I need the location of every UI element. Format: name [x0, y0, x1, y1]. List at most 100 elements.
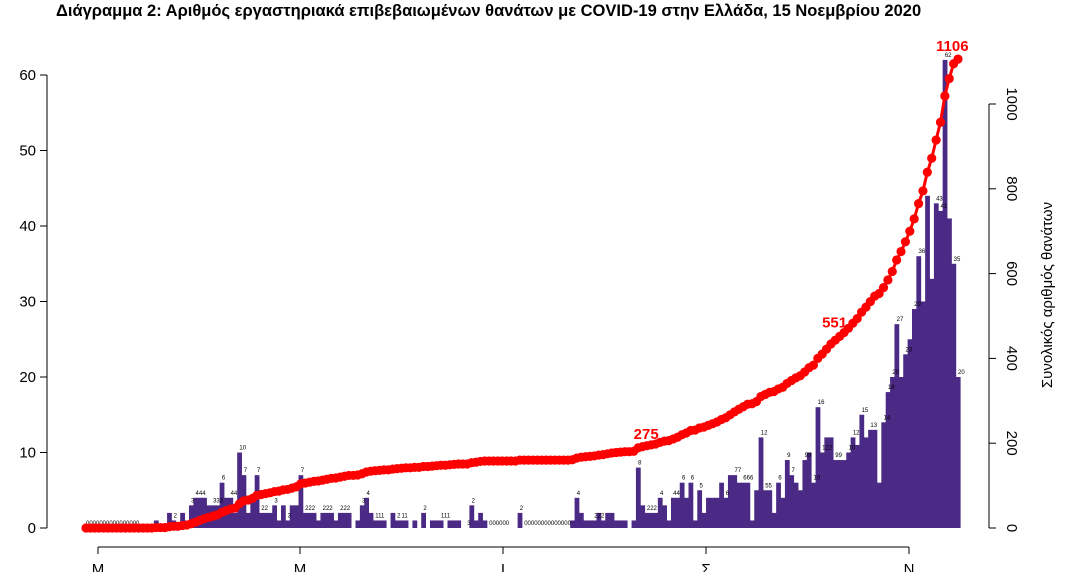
bar-value-label: 000000: [489, 521, 510, 527]
bar: [180, 512, 185, 528]
bar: [447, 520, 453, 528]
bar: [841, 460, 847, 528]
bar-value-label: 15: [862, 408, 869, 414]
bar: [596, 512, 602, 528]
bar: [859, 414, 865, 528]
bar: [403, 520, 409, 528]
bar: [802, 460, 808, 528]
bar: [517, 512, 523, 528]
bar: [456, 520, 462, 528]
bar-value-label: 13: [870, 423, 877, 429]
bar: [701, 512, 707, 528]
bar: [710, 497, 716, 528]
bar-value-label: 8: [638, 461, 642, 467]
bar: [666, 520, 672, 528]
bar-value-label: 10: [848, 446, 855, 452]
bar: [298, 475, 304, 528]
bar: [412, 520, 418, 528]
left-axis-tick-label: 30: [19, 294, 36, 311]
bar: [868, 429, 873, 528]
bar: [346, 512, 352, 528]
bar: [719, 482, 724, 528]
bar: [377, 520, 383, 528]
bar: [368, 512, 374, 528]
bar-value-label: 43: [936, 196, 943, 202]
bottom-axis-tick-label: Μ: [92, 561, 105, 572]
bar-value-label: 12: [761, 430, 768, 436]
bar: [903, 354, 909, 528]
bar: [333, 520, 339, 528]
bar: [232, 512, 238, 528]
cumulative-deaths-points: [81, 54, 963, 533]
bar: [741, 482, 746, 528]
bar-value-label: 3: [191, 498, 195, 504]
bar: [272, 505, 278, 528]
annotations: 275 551 1106: [634, 38, 969, 443]
bar: [438, 520, 444, 528]
bar: [732, 475, 738, 528]
bar: [618, 520, 624, 528]
bar-value-label: 23: [905, 347, 912, 353]
bar: [245, 512, 251, 528]
bar: [578, 512, 584, 528]
bar: [657, 497, 663, 528]
bar: [614, 520, 619, 528]
bar-value-label: 222: [647, 506, 658, 512]
cumulative-annotation: 551: [822, 315, 847, 332]
bar-value-label: 3: [274, 498, 278, 504]
bar: [723, 497, 729, 528]
bar: [337, 512, 343, 528]
bar-value-label: 6: [778, 476, 782, 482]
bar: [881, 422, 887, 528]
bar: [605, 512, 611, 528]
bar: [197, 497, 203, 528]
bar: [863, 437, 869, 528]
bar: [872, 429, 878, 528]
bar: [850, 437, 856, 528]
bar: [649, 512, 654, 528]
bar: [684, 497, 689, 528]
cumulative-point: [896, 246, 906, 257]
bar: [316, 520, 321, 528]
bottom-axis-tick-label: Ν: [904, 561, 915, 572]
bar: [592, 520, 597, 528]
bar: [938, 210, 944, 528]
right-axis-tick-label: 1000: [1003, 87, 1020, 120]
bar: [451, 520, 457, 528]
bar-value-label: 4: [660, 491, 664, 497]
bar-value-label: 62: [945, 53, 952, 59]
bar-value-label: 10: [813, 476, 820, 482]
bar: [784, 460, 790, 528]
bar-value-label: 99: [835, 453, 842, 459]
bar-value-label: 7: [791, 468, 795, 474]
bar: [925, 195, 930, 529]
bar: [307, 512, 313, 528]
bar-value-label: 41: [940, 204, 947, 210]
bar: [754, 490, 760, 528]
bar-value-label: 9: [787, 453, 791, 459]
bar: [898, 377, 904, 528]
bar: [811, 482, 816, 528]
left-axis-tick-label: 50: [19, 143, 36, 160]
bar: [894, 324, 900, 528]
bar: [763, 490, 768, 528]
bar: [806, 452, 812, 528]
bar: [679, 482, 685, 528]
cumulative-point: [878, 282, 889, 293]
cumulative-annotation: 1106: [936, 38, 969, 55]
bar-value-label: 20: [892, 370, 899, 376]
bar-value-label: 2: [423, 506, 427, 512]
bar-value-label: 222: [340, 506, 351, 512]
bar-value-label: 3: [288, 513, 292, 519]
bar: [609, 512, 615, 528]
bar-value-label: 7: [244, 468, 248, 474]
bar: [259, 512, 264, 528]
bar: [789, 475, 795, 528]
bar: [885, 392, 891, 528]
bottom-axis-tick-label: Ι: [501, 561, 505, 572]
cumulative-point: [922, 167, 932, 177]
bar: [929, 278, 935, 528]
bar: [780, 497, 786, 528]
bottom-axis-tick-label: Μ: [294, 561, 307, 572]
